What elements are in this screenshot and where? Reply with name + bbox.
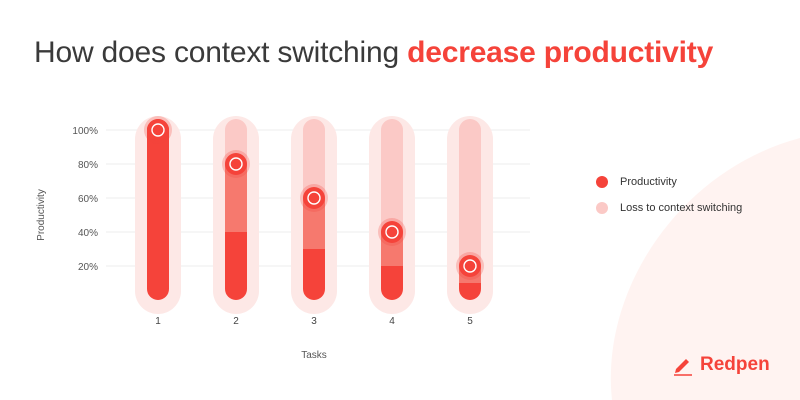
y-tick-label: 40% <box>78 228 98 239</box>
value-marker <box>303 187 325 209</box>
bar-productivity-light <box>225 164 247 232</box>
bar-group <box>303 119 325 300</box>
legend-swatch-loss <box>596 202 608 214</box>
value-marker <box>147 119 169 141</box>
pen-icon <box>674 359 692 376</box>
value-marker <box>381 221 403 243</box>
bar-productivity <box>147 119 169 300</box>
y-tick-label: 100% <box>72 126 98 137</box>
bar-productivity <box>225 232 247 300</box>
value-marker <box>459 255 481 277</box>
y-tick-label: 60% <box>78 194 98 205</box>
legend-label-loss: Loss to context switching <box>620 202 743 214</box>
bar-group <box>147 119 169 300</box>
legend-swatch-productivity <box>596 176 608 188</box>
value-marker-ring <box>229 157 243 171</box>
x-axis-label: Tasks <box>301 350 327 361</box>
value-marker <box>225 153 247 175</box>
bar-productivity <box>381 266 403 300</box>
value-marker-ring <box>151 123 165 137</box>
y-tick-label: 80% <box>78 160 98 171</box>
legend-label-productivity: Productivity <box>620 176 677 188</box>
x-tick-label: 1 <box>155 316 161 327</box>
bar-loss <box>303 119 325 198</box>
x-tick-label: 3 <box>311 316 317 327</box>
value-marker-ring <box>463 259 477 273</box>
x-tick-label: 4 <box>389 316 395 327</box>
legend-item-loss: Loss to context switching <box>596 202 742 214</box>
bar-group <box>381 119 403 300</box>
x-tick-label: 5 <box>467 316 473 327</box>
y-axis-label: Productivity <box>36 189 47 241</box>
bar-loss <box>459 119 481 266</box>
x-tick-label: 2 <box>233 316 239 327</box>
legend: Productivity Loss to context switching <box>596 176 742 228</box>
bar-group <box>459 119 481 300</box>
title-highlight: decrease productivity <box>407 36 714 69</box>
bar-productivity-light <box>303 198 325 249</box>
brand-logo: Redpen <box>672 354 770 376</box>
value-marker-ring <box>385 225 399 239</box>
bar-productivity <box>303 249 325 300</box>
value-marker-ring <box>307 191 321 205</box>
legend-item-productivity: Productivity <box>596 176 742 188</box>
bar-productivity <box>459 283 481 300</box>
brand-name: Redpen <box>700 354 770 375</box>
bar-loss <box>225 119 247 164</box>
page-title: How does context switching decrease prod… <box>34 36 713 70</box>
bar-loss <box>381 119 403 232</box>
bar-group <box>225 119 247 300</box>
y-tick-label: 20% <box>78 262 98 273</box>
title-prefix: How does context switching <box>34 36 408 69</box>
